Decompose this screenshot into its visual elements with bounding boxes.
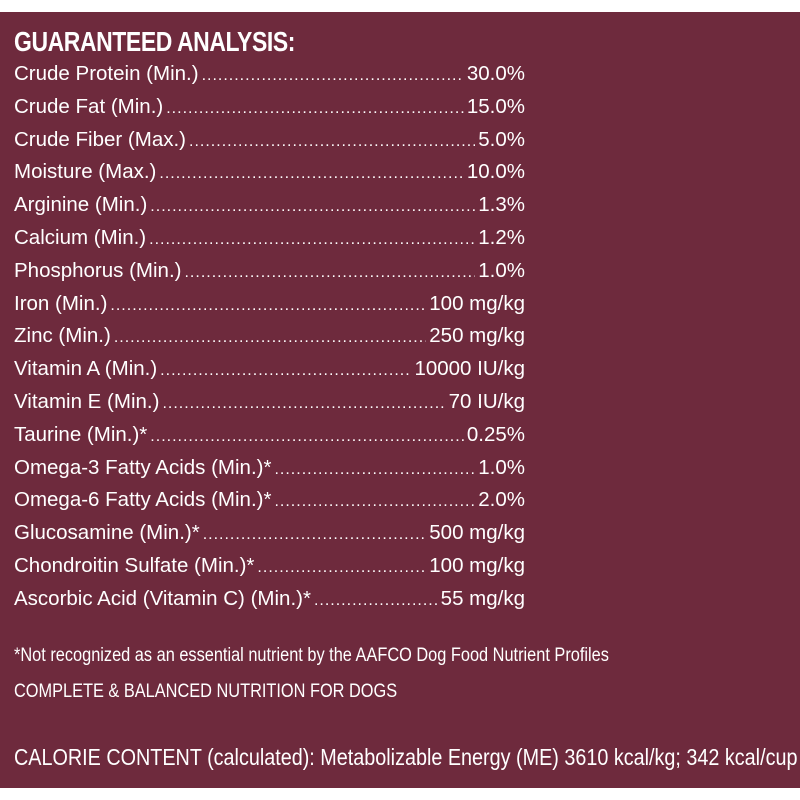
dot-leader (257, 559, 426, 577)
analysis-row: Crude Fat (Min.) 15.0% (14, 95, 525, 128)
dot-leader (150, 428, 464, 446)
nutrient-label: Moisture (Max.) (14, 160, 157, 184)
dot-leader (149, 231, 475, 249)
nutrition-statement: COMPLETE & BALANCED NUTRITION FOR DOGS (14, 681, 398, 702)
dot-leader (314, 592, 438, 610)
nutrient-value: 1.0% (478, 455, 525, 479)
dot-leader (202, 67, 464, 85)
nutrient-value: 10.0% (466, 160, 525, 184)
dot-leader (274, 461, 475, 479)
dot-leader (114, 329, 426, 347)
analysis-list: Crude Protein (Min.) 30.0% Crude Fat (Min.… (14, 62, 525, 620)
dot-leader (166, 100, 464, 118)
calorie-content: CALORIE CONTENT (calculated): Metaboliza… (14, 744, 798, 770)
analysis-row: Vitamin E (Min.) 70 IU/kg (14, 390, 525, 423)
nutrient-label: Calcium (Min.) (14, 225, 147, 249)
dot-leader (203, 526, 427, 544)
analysis-row: Omega-6 Fatty Acids (Min.)* 2.0% (14, 488, 525, 521)
nutrient-label: Zinc (Min.) (14, 324, 111, 348)
nutrient-value: 2.0% (478, 488, 525, 512)
analysis-row: Ascorbic Acid (Vitamin C) (Min.)* 55 mg/k… (14, 587, 525, 620)
nutrient-label: Crude Fiber (Max.) (14, 127, 187, 151)
nutrient-value: 30.0% (466, 62, 525, 85)
nutrient-value: 1.3% (478, 193, 525, 217)
analysis-row: Glucosamine (Min.)* 500 mg/kg (14, 521, 525, 554)
nutrient-value: 1.0% (478, 258, 525, 282)
dot-leader (189, 133, 475, 151)
nutrient-label: Chondroitin Sulfate (Min.)* (14, 553, 255, 577)
analysis-row: Taurine (Min.)* 0.25% (14, 423, 525, 456)
dot-leader (162, 395, 445, 413)
guaranteed-analysis-panel: GUARANTEED ANALYSIS: Crude Protein (Min.… (0, 12, 800, 788)
dot-leader (274, 493, 475, 511)
nutrient-value: 10000 IU/kg (414, 357, 525, 381)
analysis-row: Omega-3 Fatty Acids (Min.)* 1.0% (14, 456, 525, 489)
analysis-row: Zinc (Min.) 250 mg/kg (14, 324, 525, 357)
nutrient-label: Glucosamine (Min.)* (14, 521, 200, 545)
dot-leader (159, 165, 463, 183)
analysis-row: Arginine (Min.) 1.3% (14, 193, 525, 226)
nutrient-value: 100 mg/kg (429, 553, 525, 577)
nutrient-value: 70 IU/kg (448, 389, 525, 413)
analysis-row: Crude Protein (Min.) 30.0% (14, 62, 525, 95)
nutrient-label: Crude Fat (Min.) (14, 94, 164, 118)
analysis-row: Calcium (Min.) 1.2% (14, 226, 525, 259)
nutrient-label: Iron (Min.) (14, 291, 108, 315)
nutrient-value: 15.0% (466, 94, 525, 118)
nutrient-label: Ascorbic Acid (Vitamin C) (Min.)* (14, 586, 311, 610)
dot-leader (160, 362, 411, 380)
nutrient-value: 500 mg/kg (429, 521, 525, 545)
analysis-row: Chondroitin Sulfate (Min.)* 100 mg/kg (14, 554, 525, 587)
nutrient-label: Vitamin E (Min.) (14, 389, 160, 413)
nutrient-value: 1.2% (478, 225, 525, 249)
nutrient-label: Omega-3 Fatty Acids (Min.)* (14, 455, 272, 479)
nutrient-label: Vitamin A (Min.) (14, 357, 158, 381)
analysis-row: Phosphorus (Min.) 1.0% (14, 259, 525, 292)
nutrient-label: Arginine (Min.) (14, 193, 148, 217)
analysis-row: Crude Fiber (Max.) 5.0% (14, 128, 525, 161)
analysis-row: Moisture (Max.) 10.0% (14, 160, 525, 193)
nutrient-value: 100 mg/kg (429, 291, 525, 315)
dot-leader (110, 297, 426, 315)
dot-leader (184, 264, 475, 282)
nutrient-value: 55 mg/kg (440, 586, 525, 610)
footnote: *Not recognized as an essential nutrient… (14, 645, 609, 666)
analysis-row: Vitamin A (Min.) 10000 IU/kg (14, 357, 525, 390)
nutrient-value: 5.0% (478, 127, 525, 151)
analysis-row: Iron (Min.) 100 mg/kg (14, 292, 525, 325)
analysis-title: GUARANTEED ANALYSIS: (14, 26, 295, 57)
nutrient-label: Crude Protein (Min.) (14, 62, 199, 85)
nutrient-value: 250 mg/kg (429, 324, 525, 348)
nutrient-value: 0.25% (466, 422, 525, 446)
nutrient-label: Taurine (Min.)* (14, 422, 148, 446)
nutrient-label: Omega-6 Fatty Acids (Min.)* (14, 488, 272, 512)
dot-leader (150, 198, 475, 216)
nutrient-label: Phosphorus (Min.) (14, 258, 182, 282)
